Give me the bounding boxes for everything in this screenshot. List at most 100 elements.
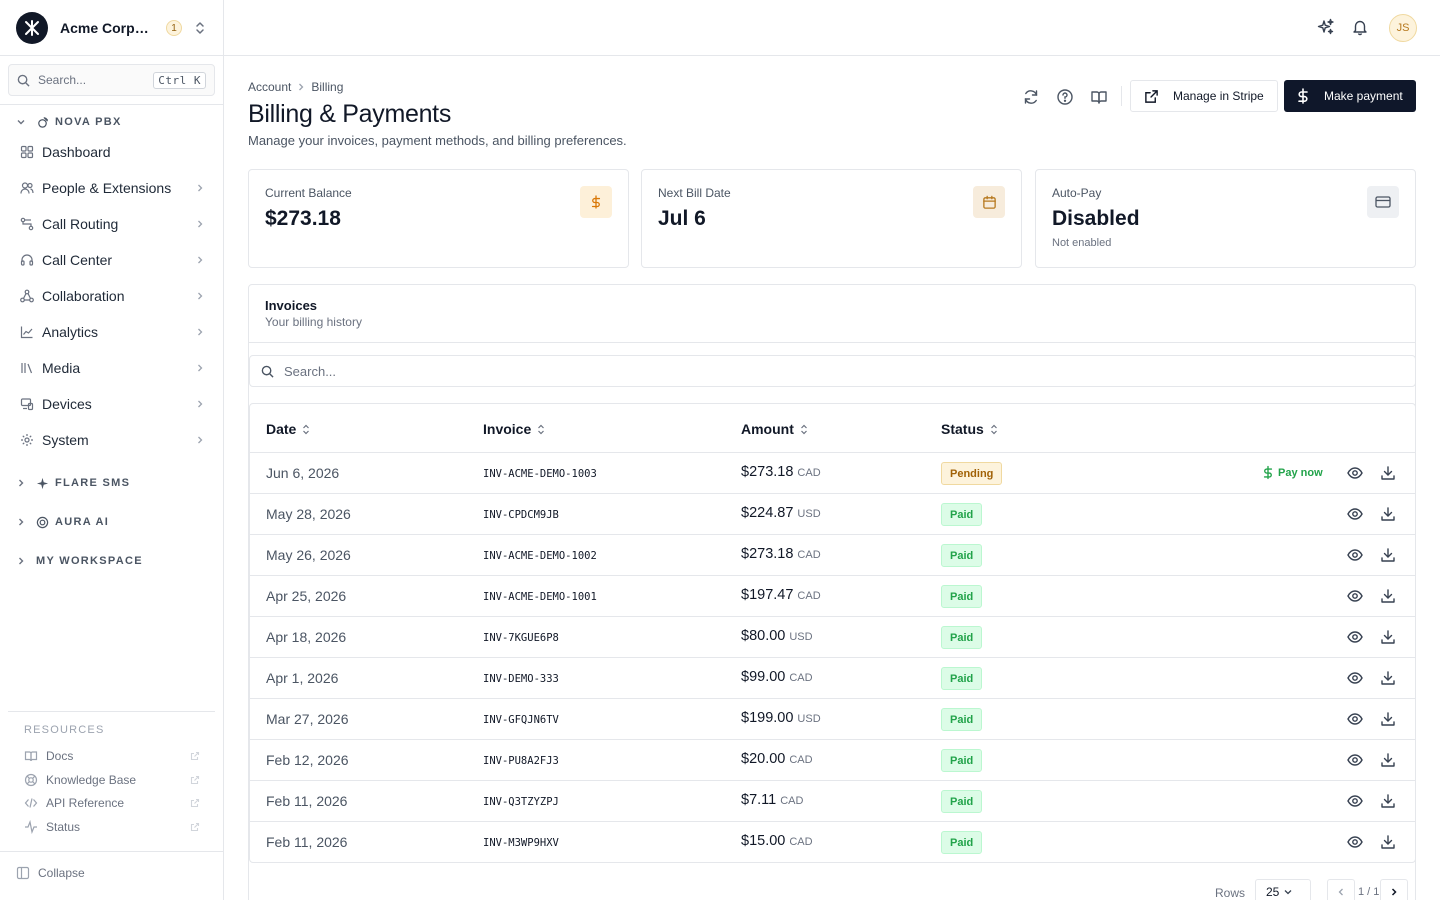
dollar-icon — [580, 186, 612, 218]
status-badge: Paid — [941, 503, 983, 526]
help-circle-icon[interactable] — [1056, 88, 1074, 106]
invoice-number: INV-ACME-DEMO-1003 — [483, 468, 597, 480]
table-row[interactable]: Feb 11, 2026 INV-Q3TZYZPJ $7.11 CAD Paid — [250, 781, 1415, 822]
download-invoice-icon[interactable] — [1380, 793, 1396, 809]
external-link-icon — [190, 798, 200, 808]
user-avatar[interactable]: JS — [1389, 14, 1417, 42]
manage-label: Manage in Stripe — [1173, 89, 1264, 103]
section-nova-pbx[interactable]: NOVA PBX — [16, 112, 122, 132]
chevron-left-icon — [1337, 887, 1345, 897]
invoice-date: Apr 1, 2026 — [266, 670, 339, 686]
resource-docs-link[interactable]: Docs — [24, 746, 200, 766]
download-invoice-icon[interactable] — [1380, 834, 1396, 850]
rows-per-page-select[interactable]: 25 — [1255, 879, 1311, 900]
download-invoice-icon[interactable] — [1380, 752, 1396, 768]
resource-status-link[interactable]: Status — [24, 817, 200, 837]
download-invoice-icon[interactable] — [1380, 588, 1396, 604]
column-header-status[interactable]: Status — [941, 421, 998, 437]
refresh-icon[interactable] — [1022, 88, 1040, 106]
sidebar-item-media[interactable]: Media — [16, 352, 208, 384]
org-switcher[interactable]: Acme Corporation 1 — [16, 12, 216, 44]
table-row[interactable]: Apr 25, 2026 INV-ACME-DEMO-1001 $197.47 CAD… — [250, 576, 1415, 617]
invoices-panel: Invoices Your billing history Search... … — [248, 284, 1416, 900]
next-page-button[interactable] — [1380, 879, 1408, 900]
section-title: AURA AI — [55, 516, 110, 528]
bell-icon[interactable] — [1351, 18, 1369, 36]
sidebar-item-call-routing[interactable]: Call Routing — [16, 208, 208, 240]
view-invoice-eye-icon[interactable] — [1347, 629, 1363, 645]
download-invoice-icon[interactable] — [1380, 465, 1396, 481]
view-invoice-eye-icon[interactable] — [1347, 834, 1363, 850]
view-invoice-eye-icon[interactable] — [1347, 506, 1363, 522]
collapse-sidebar-button[interactable]: Collapse — [16, 866, 85, 880]
sparkles-icon[interactable] — [1317, 18, 1335, 36]
org-name: Acme Corporation — [60, 20, 152, 36]
invoice-search-input[interactable]: Search... — [249, 355, 1416, 387]
chevrons-up-down-icon[interactable] — [194, 21, 206, 35]
status-badge: Pending — [941, 462, 1003, 485]
amount-value: $20.00 — [741, 751, 786, 767]
book-open-icon[interactable] — [1090, 88, 1108, 106]
section-title: FLARE SMS — [55, 477, 131, 489]
download-invoice-icon[interactable] — [1380, 629, 1396, 645]
table-row[interactable]: May 28, 2026 INV-CPDCM9JB $224.87 USD Paid — [250, 494, 1415, 535]
view-invoice-eye-icon[interactable] — [1347, 465, 1363, 481]
section-aura-ai[interactable]: AURA AI — [16, 512, 109, 532]
sort-icon — [302, 424, 310, 435]
sidebar-item-people-extensions[interactable]: People & Extensions — [16, 172, 208, 204]
amount-currency: CAD — [797, 467, 821, 479]
pay-now-button[interactable]: Pay now — [1262, 465, 1323, 480]
sidebar-search-input[interactable]: Search... Ctrl K — [8, 64, 215, 96]
table-row[interactable]: Apr 1, 2026 INV-DEMO-333 $99.00 CAD Paid — [250, 658, 1415, 699]
sidebar-item-label: Dashboard — [42, 144, 111, 160]
sort-icon — [800, 424, 808, 435]
sidebar-item-dashboard[interactable]: Dashboard — [16, 136, 208, 168]
table-row[interactable]: Jun 6, 2026 INV-ACME-DEMO-1003 $273.18 CAD P… — [250, 453, 1415, 494]
download-invoice-icon[interactable] — [1380, 711, 1396, 727]
status-badge: Paid — [941, 585, 983, 608]
download-invoice-icon[interactable] — [1380, 547, 1396, 563]
credit-card-icon — [1367, 186, 1399, 218]
chevron-right-icon — [196, 291, 204, 301]
resource-label: Status — [46, 820, 81, 834]
book-icon — [24, 749, 38, 763]
breadcrumb-account[interactable]: Account — [248, 80, 292, 94]
download-invoice-icon[interactable] — [1380, 670, 1396, 686]
table-row[interactable]: Apr 18, 2026 INV-7KGUE6P8 $80.00 USD Paid — [250, 617, 1415, 658]
manage-in-stripe-button[interactable]: Manage in Stripe — [1130, 80, 1278, 112]
column-header-date[interactable]: Date — [266, 421, 310, 437]
view-invoice-eye-icon[interactable] — [1347, 793, 1363, 809]
table-row[interactable]: Mar 27, 2026 INV-GFQJN6TV $199.00 USD Paid — [250, 699, 1415, 740]
headset-icon — [20, 253, 34, 267]
view-invoice-eye-icon[interactable] — [1347, 670, 1363, 686]
table-row[interactable]: May 26, 2026 INV-ACME-DEMO-1002 $273.18 CAD… — [250, 535, 1415, 576]
amount-value: $7.11 — [741, 792, 777, 808]
amount-currency: CAD — [789, 836, 813, 848]
table-row[interactable]: Feb 11, 2026 INV-M3WP9HXV $15.00 CAD Paid — [250, 822, 1415, 862]
sidebar-item-call-center[interactable]: Call Center — [16, 244, 208, 276]
amount-value: $224.87 — [741, 505, 794, 521]
section-flare-sms[interactable]: FLARE SMS — [16, 473, 130, 493]
external-link-icon — [190, 822, 200, 832]
resource-knowledge-base-link[interactable]: Knowledge Base — [24, 770, 200, 790]
sidebar-item-devices[interactable]: Devices — [16, 388, 208, 420]
view-invoice-eye-icon[interactable] — [1347, 547, 1363, 563]
previous-page-button[interactable] — [1327, 879, 1355, 900]
view-invoice-eye-icon[interactable] — [1347, 711, 1363, 727]
sidebar-item-collaboration[interactable]: Collaboration — [16, 280, 208, 312]
sidebar-item-system[interactable]: System — [16, 424, 208, 456]
view-invoice-eye-icon[interactable] — [1347, 588, 1363, 604]
column-header-invoice[interactable]: Invoice — [483, 421, 545, 437]
column-header-amount[interactable]: Amount — [741, 421, 808, 437]
resources-heading: RESOURCES — [24, 724, 105, 736]
sidebar-item-analytics[interactable]: Analytics — [16, 316, 208, 348]
table-row[interactable]: Feb 12, 2026 INV-PU8A2FJ3 $20.00 CAD Paid — [250, 740, 1415, 781]
resource-api-reference-link[interactable]: API Reference — [24, 793, 200, 813]
amount-value: $99.00 — [741, 669, 786, 685]
download-invoice-icon[interactable] — [1380, 506, 1396, 522]
rows-per-page-value: 25 — [1266, 885, 1280, 899]
invoice-amount: $99.00 CAD — [741, 669, 813, 685]
make-payment-button[interactable]: Make payment — [1284, 80, 1416, 112]
section-my-workspace[interactable]: MY WORKSPACE — [16, 551, 143, 571]
view-invoice-eye-icon[interactable] — [1347, 752, 1363, 768]
